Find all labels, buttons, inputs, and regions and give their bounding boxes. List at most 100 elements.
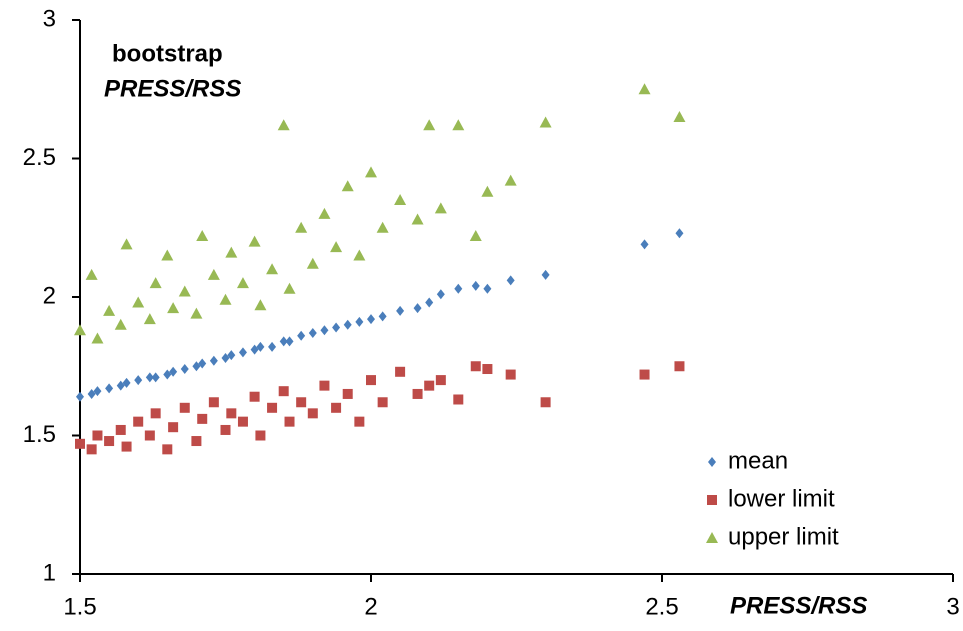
marker [342,388,353,399]
marker [226,408,237,419]
marker [378,311,387,322]
marker [144,430,155,441]
marker [674,361,685,372]
y-tick-label: 3 [43,5,56,32]
marker [220,424,231,435]
marker [278,386,289,397]
marker [75,438,85,449]
marker [707,495,717,505]
marker [150,408,161,419]
marker [354,416,365,427]
marker [452,119,465,131]
marker [104,436,115,447]
y-tick-label: 1.5 [23,421,56,448]
marker [640,239,649,250]
marker [198,358,207,369]
marker [86,444,97,455]
marker [355,316,364,327]
marker [167,302,180,314]
x-tick-label: 2.5 [645,593,678,620]
marker [504,174,517,186]
y-label: bootstrap [112,40,223,67]
marker [197,413,208,424]
y-label: PRESS/RSS [104,75,241,102]
marker [411,213,424,225]
marker [114,318,127,330]
marker [133,416,144,427]
marker [103,304,116,316]
marker [277,119,290,131]
y-tick-label: 1 [43,559,56,586]
marker [423,119,436,131]
x-label: PRESS/RSS [730,592,867,619]
marker [436,289,445,300]
marker [93,386,102,397]
marker [279,336,288,347]
marker [367,314,375,325]
marker [92,430,103,441]
legend-label: mean [728,447,788,474]
marker [413,303,422,314]
y-tick-label: 2.5 [23,144,56,171]
marker [236,277,249,289]
marker [435,375,446,386]
marker [394,194,407,206]
marker [308,328,317,339]
marker [296,397,307,408]
marker [168,422,179,433]
marker [248,235,261,247]
marker [307,408,318,419]
marker [266,263,279,275]
marker [122,377,131,388]
marker [639,369,650,380]
marker [74,324,86,336]
marker [85,268,98,280]
marker [254,299,267,311]
marker [255,430,266,441]
marker [673,110,686,122]
marker [638,83,651,95]
marker [76,391,84,402]
marker [412,388,423,399]
marker [539,116,552,128]
marker [708,457,716,467]
marker [540,397,551,408]
marker [196,230,209,242]
marker [454,283,463,294]
marker [116,380,125,391]
x-tick-label: 1.5 [63,593,96,620]
marker [331,402,342,413]
marker [675,228,684,239]
marker [105,383,114,394]
marker [115,424,126,435]
marker [191,436,202,447]
marker [145,372,154,383]
marker [268,341,277,352]
marker [343,319,352,330]
marker [396,305,405,316]
marker [319,380,330,391]
marker [219,293,232,305]
marker [283,282,296,294]
marker [306,257,319,269]
marker [169,366,178,377]
marker [256,341,265,352]
legend-label: upper limit [728,523,839,550]
marker [481,185,494,197]
marker [91,332,104,344]
marker [209,355,218,366]
marker [207,268,220,280]
marker [249,391,260,402]
marker [332,322,341,333]
x-tick-label: 3 [946,593,959,620]
marker [120,238,133,250]
marker [320,325,329,336]
marker [178,285,191,297]
marker [134,375,143,386]
marker [87,388,96,399]
marker [225,246,238,258]
marker [267,402,278,413]
marker [161,249,174,261]
marker [221,352,230,363]
marker [284,416,295,427]
